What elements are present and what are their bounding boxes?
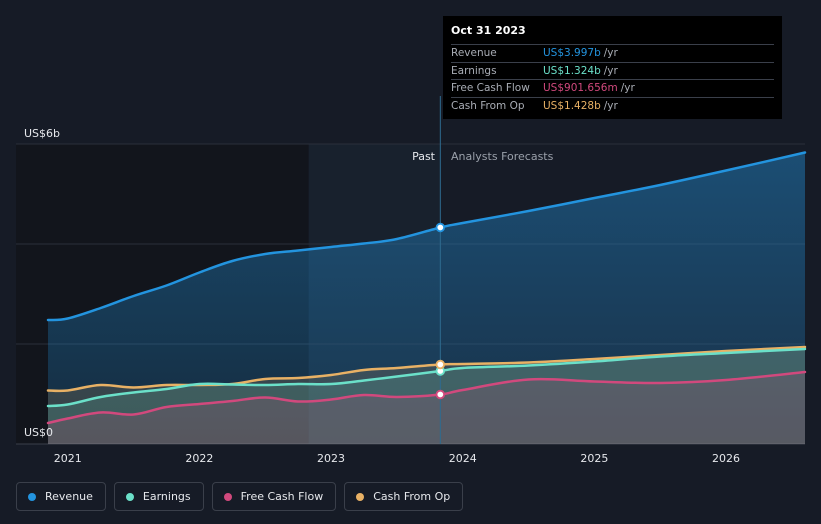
cash-from-op-marker	[435, 359, 446, 370]
tooltip-unit: /yr	[620, 82, 635, 94]
legend-label: Free Cash Flow	[240, 490, 324, 503]
tooltip-label: Free Cash Flow	[451, 82, 530, 94]
free-cash-flow-line	[46, 370, 807, 425]
x-tick-label: 2024	[449, 452, 477, 465]
tooltip-row-free-cash-flow: Free Cash Flow US$901.656m /yr	[451, 79, 774, 97]
earnings-line	[46, 347, 807, 408]
tooltip-date: Oct 31 2023	[451, 24, 526, 37]
free-cash-flow-area	[48, 372, 805, 444]
legend-item-cash-from-op[interactable]: Cash From Op	[344, 482, 464, 511]
legend-item-earnings[interactable]: Earnings	[113, 482, 204, 511]
tooltip-label: Cash From Op	[451, 99, 525, 112]
tooltip-unit: /yr	[603, 99, 618, 112]
revenue-line	[46, 151, 807, 322]
legend-label: Revenue	[45, 490, 93, 503]
revenue-marker	[435, 222, 446, 233]
tooltip-label: Earnings	[451, 64, 497, 77]
legend-item-free-cash-flow[interactable]: Free Cash Flow	[211, 482, 337, 511]
tooltip-value: US$901.656m	[543, 82, 618, 94]
x-tick-label: 2022	[185, 452, 213, 465]
legend-label: Earnings	[142, 490, 191, 503]
legend: Revenue Earnings Free Cash Flow Cash Fro…	[16, 482, 471, 511]
tooltip-row-earnings: Earnings US$1.324b /yr	[451, 61, 774, 80]
x-tick-label: 2025	[580, 452, 608, 465]
tooltip-value: US$1.324b	[543, 64, 601, 77]
x-tick-label: 2023	[317, 452, 345, 465]
y-axis-bottom-label: US$0	[24, 426, 53, 439]
tooltip-value: US$1.428b	[543, 99, 601, 112]
tooltip-unit: /yr	[603, 64, 618, 77]
x-tick-label: 2026	[712, 452, 740, 465]
tooltip-value: US$3.997b	[543, 47, 601, 59]
legend-dot-icon	[223, 492, 232, 501]
tooltip: Oct 31 2023 Revenue US$3.997b /yr Earnin…	[443, 16, 782, 119]
revenue-area	[48, 152, 805, 444]
tooltip-unit: /yr	[603, 47, 618, 59]
legend-dot-icon	[28, 492, 36, 501]
y-axis-top-label: US$6b	[24, 127, 60, 140]
forecast-label: Analysts Forecasts	[451, 150, 554, 163]
tooltip-row-cash-from-op: Cash From Op US$1.428b /yr	[451, 96, 774, 115]
tooltip-label: Revenue	[451, 47, 497, 59]
free-cash-flow-marker	[435, 389, 446, 400]
legend-dot-icon	[125, 492, 134, 501]
cash-from-op-line	[46, 345, 807, 393]
legend-label: Cash From Op	[373, 490, 451, 503]
past-label: Past	[412, 150, 436, 163]
legend-item-revenue[interactable]: Revenue	[16, 482, 106, 511]
tooltip-row-revenue: Revenue US$3.997b /yr	[451, 44, 774, 62]
legend-dot-icon	[356, 492, 365, 501]
x-tick-label: 2021	[54, 452, 82, 465]
financial-chart: US$6b US$0 Past Analysts Forecasts 2021 2…	[16, 96, 807, 465]
